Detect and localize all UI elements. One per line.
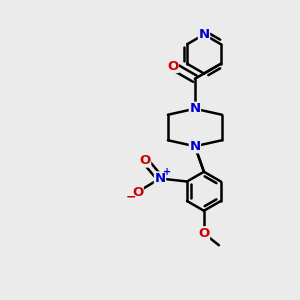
Text: −: − (126, 190, 136, 203)
Text: O: O (167, 59, 178, 73)
Text: N: N (198, 28, 210, 41)
Text: N: N (154, 172, 166, 185)
Text: +: + (163, 167, 171, 177)
Text: O: O (132, 185, 143, 199)
Text: N: N (189, 140, 200, 153)
Text: N: N (189, 102, 200, 115)
Text: O: O (198, 227, 209, 240)
Text: O: O (140, 154, 151, 167)
